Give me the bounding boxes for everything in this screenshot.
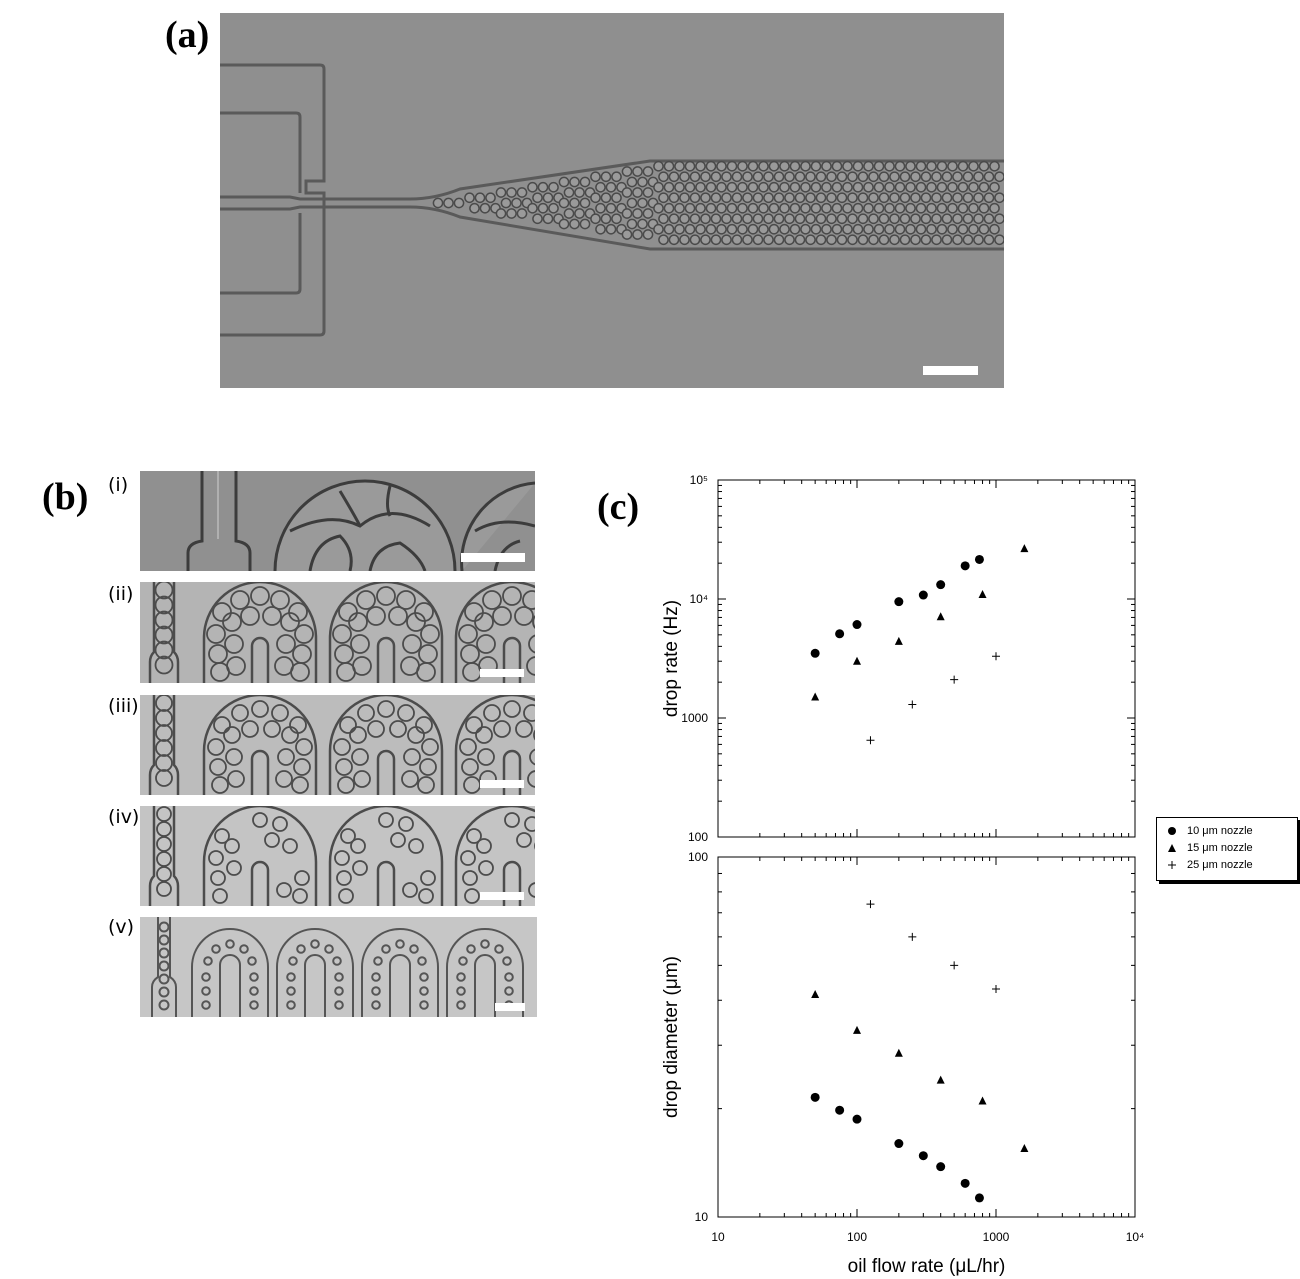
plot-1-series-1-point: [894, 1048, 903, 1057]
plot-1-series-1-point: [853, 1025, 861, 1034]
legend-plus-marker: [1163, 858, 1187, 872]
micrograph-a-image: [220, 13, 1004, 388]
plot-1-series-0-point: [918, 1151, 928, 1161]
plot-0-series-2-point: [950, 675, 959, 684]
legend-item-15um: 15 μm nozzle: [1163, 841, 1253, 855]
plot-1-xtick-label: 100: [847, 1230, 867, 1244]
plot-1-series-0-point: [894, 1139, 904, 1149]
legend-label-25um: 25 μm nozzle: [1187, 859, 1253, 871]
plot-1-ytick-label: 10: [695, 1210, 709, 1224]
panel-b-sublabel-i: (i): [108, 474, 129, 496]
plot-0-ytick-label: 10⁴: [689, 592, 708, 606]
legend-triangle-marker: [1163, 841, 1187, 855]
panel-b-sublabel-v: (v): [108, 916, 135, 938]
panel-b-sublabel-iii: (iii): [108, 695, 139, 717]
micrograph-b-i-image: [140, 471, 535, 571]
plot-1-series-2-point: [908, 932, 917, 941]
plot-0-series-2-point: [908, 700, 917, 709]
plot-0-series-1-point: [936, 612, 945, 621]
plot-0-series-2-point: [992, 652, 1000, 661]
plot-1-xtick-label: 10⁴: [1126, 1230, 1145, 1244]
legend-item-25um: 25 μm nozzle: [1163, 858, 1253, 872]
plot-1-xtick-label: 1000: [983, 1230, 1010, 1244]
plot-0-series-1-point: [811, 692, 820, 701]
plot-1-series-0-point: [835, 1105, 845, 1115]
plot-0-series-0-point: [960, 561, 970, 571]
plot-0-series-1-point: [894, 636, 903, 645]
micrograph-b-v-image: [140, 917, 537, 1017]
plot-1-series-1-point: [811, 990, 820, 999]
plot-0-series-1-point: [1020, 544, 1029, 553]
plot-1-frame: [717, 856, 1136, 1218]
plot-0-ylabel: drop rate (Hz): [661, 600, 682, 717]
plot-0-series-0-point: [974, 554, 984, 564]
plot-0-series-2-point: [866, 736, 875, 745]
plot-0-series-1-point: [978, 590, 987, 599]
micrograph-b-ii-image: [140, 582, 535, 683]
plot-0-series-0-point: [835, 629, 845, 639]
panel-b-sublabel-ii: (ii): [108, 583, 134, 605]
chart-legend: 10 μm nozzle 15 μm nozzle 25 μm nozzle: [1156, 817, 1298, 881]
plot-0-frame: [717, 479, 1136, 838]
plot-0-ytick-label: 100: [688, 830, 708, 844]
plot-1-xtick-label: 10: [711, 1230, 725, 1244]
plot-0-series-1-point: [853, 656, 861, 665]
plot-1-series-1-point: [978, 1096, 987, 1105]
micrograph-b-ii: [140, 582, 535, 683]
plot-1-series-0-point: [974, 1193, 984, 1203]
micrograph-b-iv-image: [140, 806, 535, 906]
micrograph-b-v: [140, 917, 537, 1017]
plot-1-series-1-point: [936, 1075, 945, 1084]
plot-1-xlabel: oil flow rate (μL/hr): [848, 1256, 1006, 1277]
plot-1-series-0-point: [852, 1114, 862, 1124]
micrograph-b-i: [140, 471, 535, 571]
micrograph-b-iv: [140, 806, 535, 906]
panel-b-sublabel-iv: (iv): [108, 806, 140, 828]
plot-1-series-0-point: [960, 1178, 970, 1188]
panel-a-label: (a): [165, 14, 210, 56]
plot-0-series-0-point: [936, 580, 946, 590]
legend-item-10um: 10 μm nozzle: [1163, 824, 1253, 838]
plot-1-series-1-point: [1020, 1143, 1029, 1152]
plot-0-ytick-label: 1000: [681, 711, 708, 725]
micrograph-b-iii: [140, 695, 535, 795]
plot-0-series-0-point: [918, 590, 928, 600]
plot-1-series-2-point: [992, 984, 1000, 993]
plot-1-ylabel: drop diameter (μm): [661, 956, 682, 1118]
plot-0-series-0-point: [894, 597, 904, 607]
legend-circle-marker: [1163, 824, 1187, 838]
micrograph-a: [220, 13, 1004, 388]
plot-1-series-0-point: [936, 1162, 946, 1172]
plot-1-series-2-point: [950, 961, 959, 970]
plot-0-ytick-label: 10⁵: [690, 473, 708, 487]
legend-label-15um: 15 μm nozzle: [1187, 842, 1253, 854]
plot-1-series-2-point: [866, 900, 875, 909]
legend-label-10um: 10 μm nozzle: [1187, 825, 1253, 837]
micrograph-b-iii-image: [140, 695, 535, 795]
plot-1-ytick-label: 100: [688, 850, 708, 864]
plot-0-series-0-point: [810, 648, 820, 658]
plot-0-series-0-point: [852, 620, 862, 630]
panel-b-label: (b): [42, 476, 89, 518]
plot-1-series-0-point: [810, 1092, 820, 1102]
panel-c-label: (c): [597, 486, 640, 528]
